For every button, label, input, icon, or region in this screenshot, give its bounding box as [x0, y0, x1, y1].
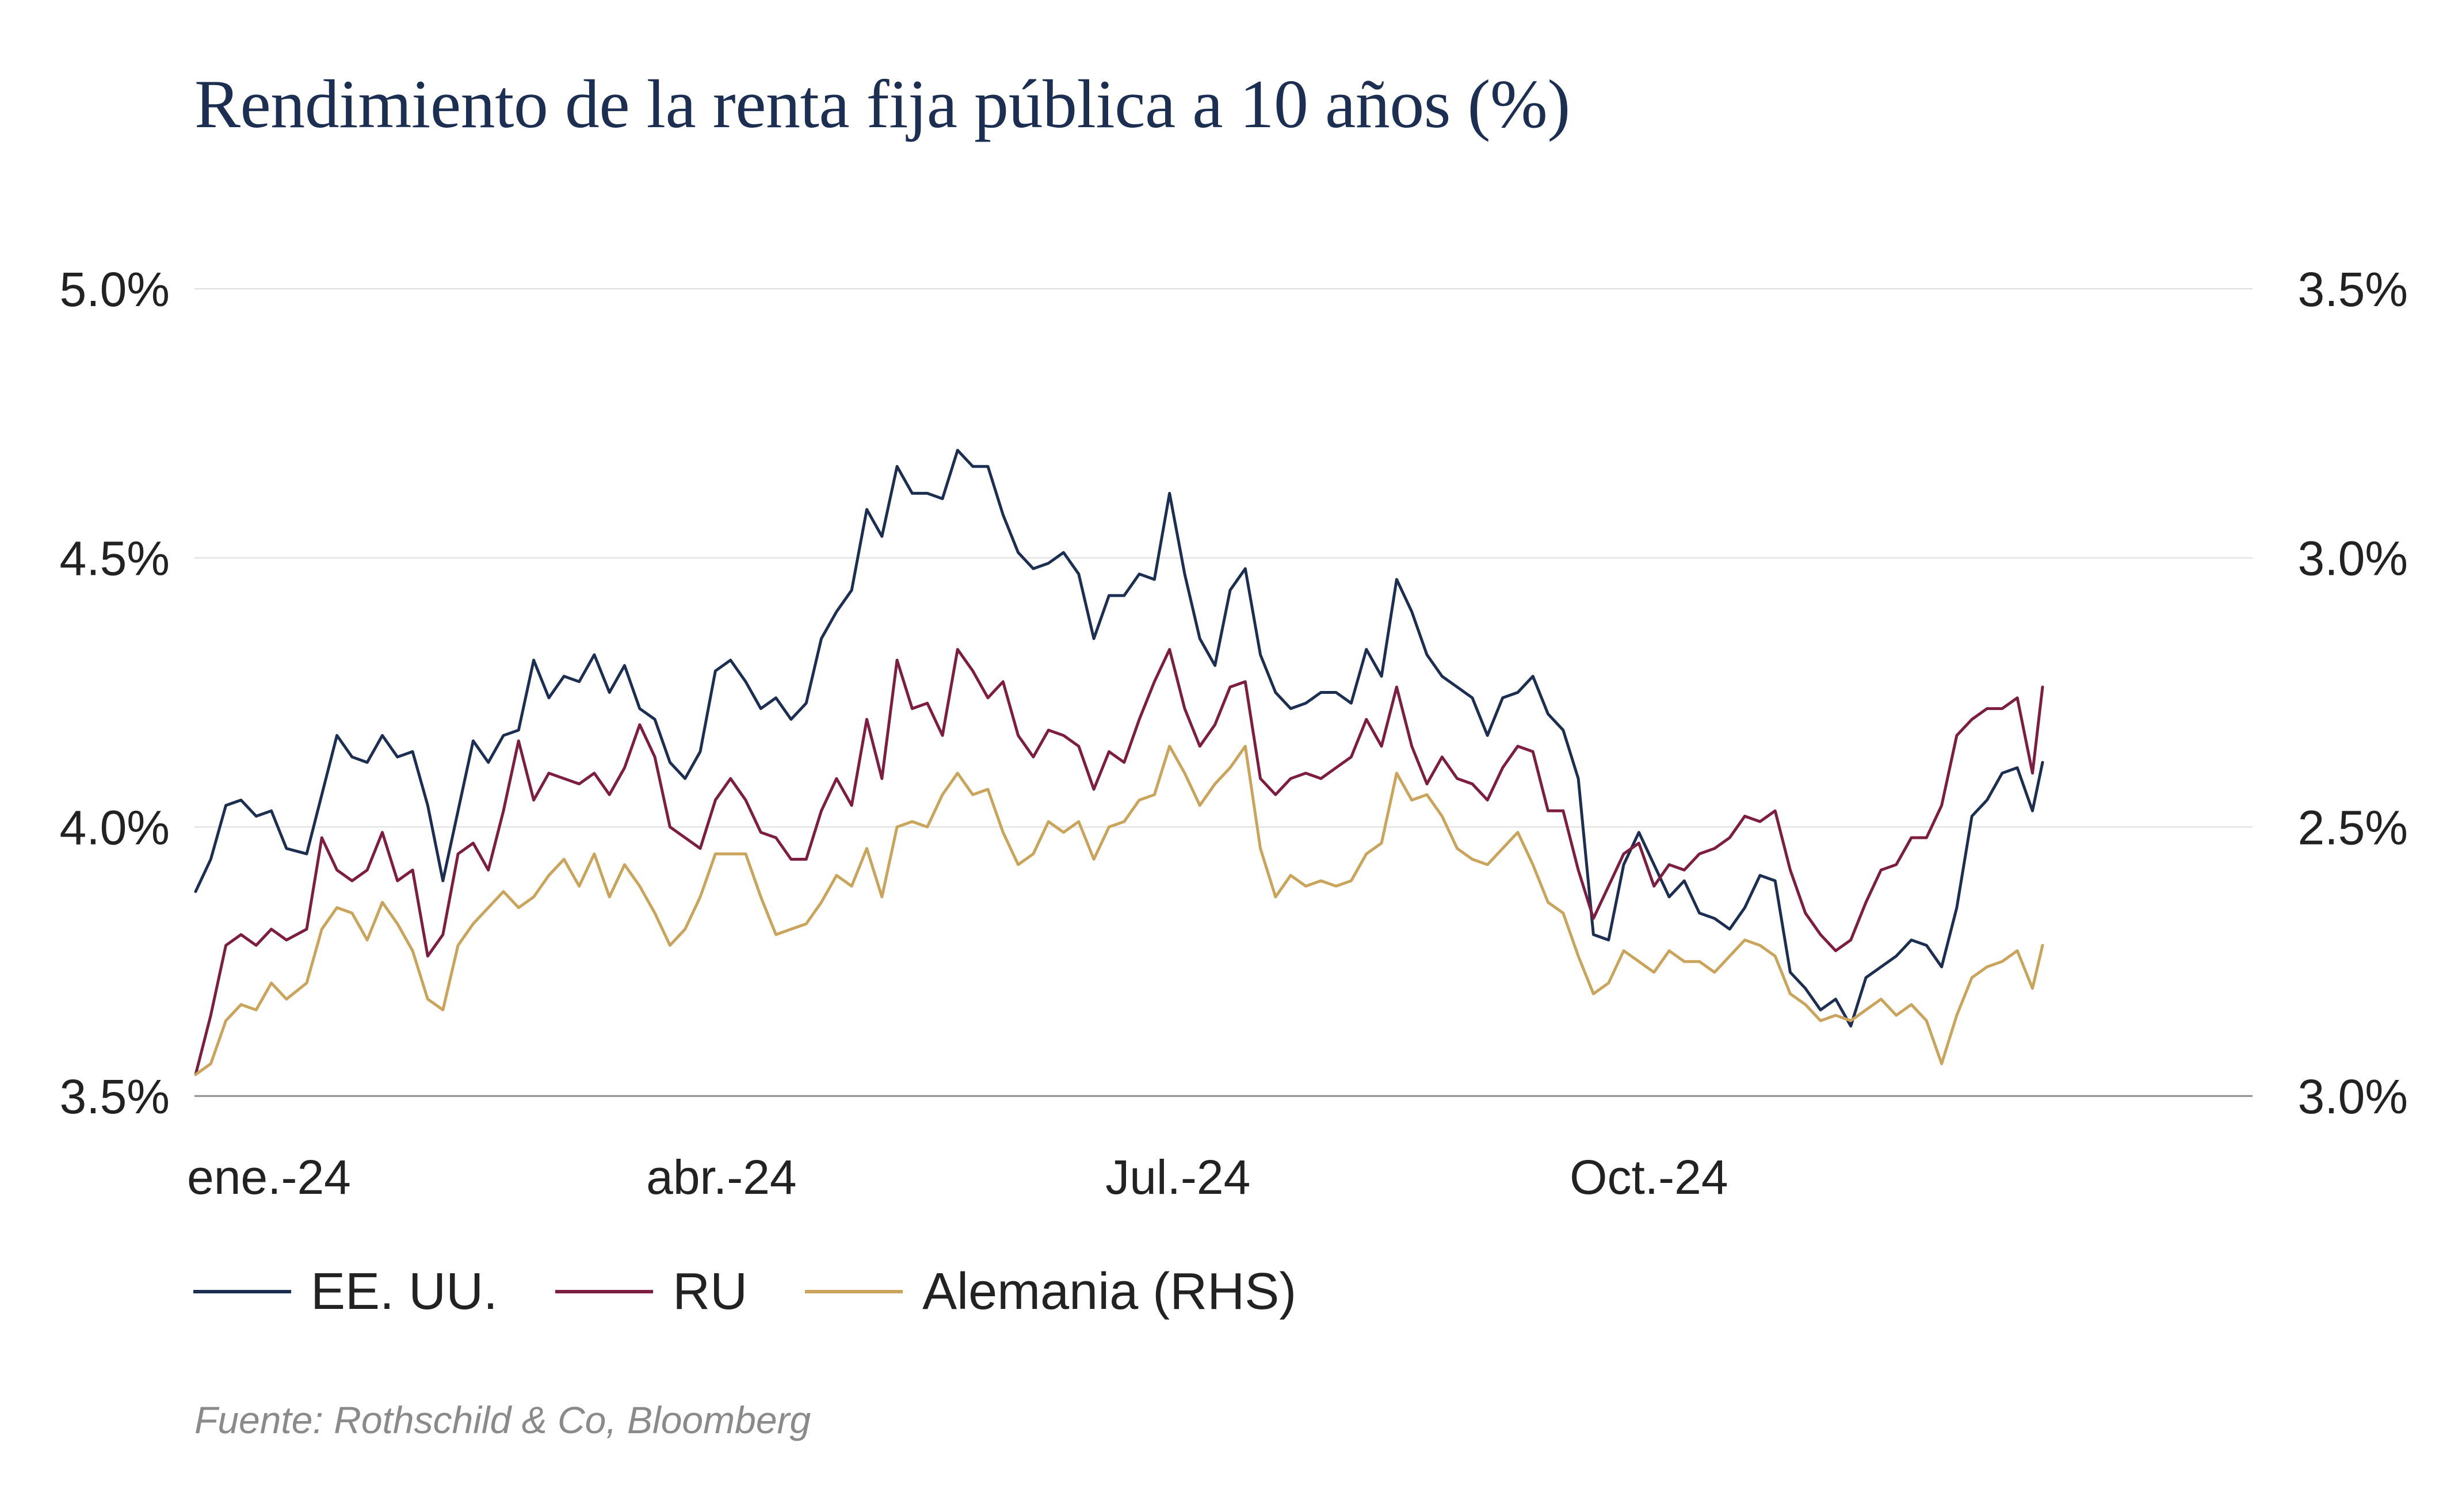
y-right-tick-label: 3.5% — [2298, 262, 2408, 316]
y-right-tick-label: 3.0% — [2298, 1070, 2408, 1124]
legend-item-uk: RU — [555, 1262, 747, 1322]
legend-swatch-germany — [805, 1290, 903, 1293]
series-line-us — [194, 449, 2044, 1028]
legend: EE. UU. RU Alemania (RHS) — [193, 1260, 1354, 1323]
x-tick-label: abr.-24 — [646, 1150, 797, 1204]
series-line-uk — [194, 648, 2044, 1076]
y-left-tick-label: 3.5% — [60, 1070, 170, 1124]
legend-label-uk: RU — [673, 1262, 748, 1320]
legend-item-germany: Alemania (RHS) — [805, 1262, 1296, 1322]
legend-label-us: EE. UU. — [311, 1262, 498, 1320]
x-tick-label: ene.-24 — [187, 1150, 351, 1204]
legend-item-us: EE. UU. — [193, 1262, 498, 1322]
y-right-tick-label: 3.0% — [2298, 532, 2408, 586]
axes: 3.5% 4.0% 4.5% 5.0% 3.0% 2.5% 3.0% 3.5% ene.-24 a… — [60, 262, 2408, 1204]
legend-swatch-us — [193, 1290, 291, 1293]
gridlines — [194, 288, 2253, 1097]
series-line-germany — [194, 744, 2044, 1076]
x-tick-label: Oct.-24 — [1570, 1150, 1728, 1204]
series-lines — [194, 449, 2044, 1076]
legend-swatch-uk — [555, 1290, 654, 1293]
x-tick-label: Jul.-24 — [1105, 1150, 1250, 1204]
y-left-tick-label: 4.0% — [60, 800, 170, 854]
y-right-tick-label: 2.5% — [2298, 800, 2408, 854]
source-note: Fuente: Rothschild & Co, Bloomberg — [194, 1399, 811, 1441]
y-left-tick-label: 4.5% — [60, 532, 170, 586]
y-left-tick-label: 5.0% — [60, 262, 170, 316]
legend-label-germany: Alemania (RHS) — [922, 1262, 1297, 1320]
chart-title: Rendimiento de la renta fija pública a 1… — [194, 66, 1570, 142]
